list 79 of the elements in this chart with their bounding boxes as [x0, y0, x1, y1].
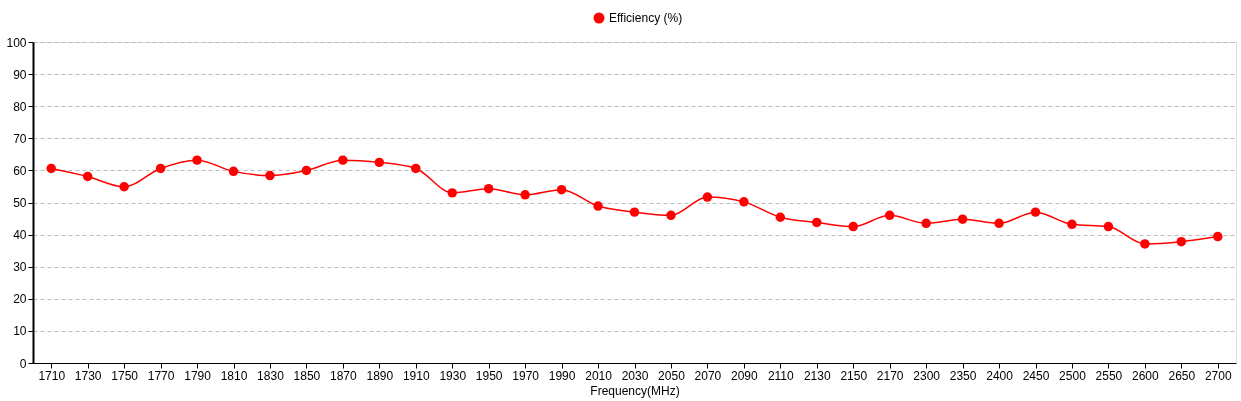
y-tick-label: 80	[13, 99, 27, 114]
x-tick-label: 1790	[184, 368, 212, 383]
point	[556, 184, 567, 195]
x-tick-label: 2070	[694, 368, 722, 383]
point	[155, 163, 166, 174]
x-tick-label: 2300	[913, 368, 941, 383]
x-tick-label: 1850	[293, 368, 321, 383]
y-tick-label: 100	[6, 35, 27, 50]
x-tick-label: 2150	[840, 368, 868, 383]
point	[447, 188, 457, 198]
x-tick-label: 1950	[475, 368, 503, 383]
point	[921, 218, 931, 229]
y-tick-label: 30	[13, 260, 27, 275]
point	[374, 157, 385, 168]
point	[82, 171, 93, 182]
x-tick-label: 2050	[658, 368, 686, 383]
y-tick-label: 20	[13, 292, 27, 307]
point	[775, 212, 786, 222]
x-tick-label: 2130	[803, 368, 831, 383]
point	[1030, 207, 1041, 217]
point	[228, 166, 239, 177]
x-tick-label: 2090	[731, 368, 759, 383]
x-tick-label: 2030	[621, 368, 649, 383]
point	[848, 221, 858, 232]
legend-label: Efficiency (%)	[609, 11, 683, 25]
x-tick-label: 1990	[548, 368, 576, 383]
x-tick-label: 2450	[1022, 368, 1050, 383]
x-tick-label: 1930	[439, 368, 467, 383]
point	[411, 163, 421, 174]
x-tick-label: 1710	[38, 368, 66, 383]
point	[957, 214, 968, 224]
x-tick-label: 2600	[1132, 368, 1160, 383]
x-tick-label: 2010	[585, 368, 613, 383]
x-tick-label: 1770	[147, 368, 175, 383]
point	[46, 163, 56, 174]
point	[119, 182, 129, 192]
point	[265, 170, 275, 181]
y-tick-label: 90	[13, 67, 27, 82]
x-tick-label: 1910	[402, 368, 430, 383]
x-axis-title: Frequency(MHz)	[590, 383, 680, 398]
point	[739, 197, 749, 207]
x-tick-label: 1830	[257, 368, 285, 383]
x-tick-label: 2550	[1095, 368, 1123, 383]
x-tick-label: 2350	[949, 368, 977, 383]
point	[994, 218, 1004, 229]
point	[1213, 231, 1223, 242]
y-tick-label: 70	[13, 131, 27, 146]
x-tick-label: 1750	[111, 368, 139, 383]
x-tick-label: 2500	[1059, 368, 1087, 383]
point	[666, 210, 676, 221]
point	[483, 183, 494, 194]
point	[1103, 221, 1114, 232]
point	[192, 155, 202, 165]
point	[520, 190, 530, 200]
point	[702, 192, 713, 202]
y-tick-label: 50	[13, 196, 27, 210]
point	[1140, 239, 1150, 249]
y-tick-label: 60	[13, 163, 27, 178]
point	[812, 217, 822, 228]
point	[593, 201, 603, 211]
x-tick-label: 2170	[876, 368, 904, 383]
point	[629, 207, 640, 217]
point	[301, 165, 312, 176]
y-tick-label: 10	[13, 324, 27, 339]
x-tick-label: 2400	[986, 368, 1014, 383]
x-tick-label: 2700	[1204, 368, 1232, 383]
x-tick-label: 2110	[767, 368, 795, 383]
point	[338, 155, 348, 165]
y-tick-label: 0	[19, 356, 27, 371]
x-tick-label: 1870	[330, 368, 358, 383]
point	[884, 210, 895, 221]
point	[1067, 219, 1077, 230]
y-tick-label: 40	[13, 228, 27, 243]
x-tick-label: 2650	[1168, 368, 1196, 383]
x-tick-label: 1730	[74, 368, 102, 383]
x-tick-label: 1970	[512, 368, 540, 383]
x-tick-label: 1810	[220, 368, 248, 383]
point	[1176, 236, 1187, 247]
x-tick-label: 1890	[366, 368, 394, 383]
